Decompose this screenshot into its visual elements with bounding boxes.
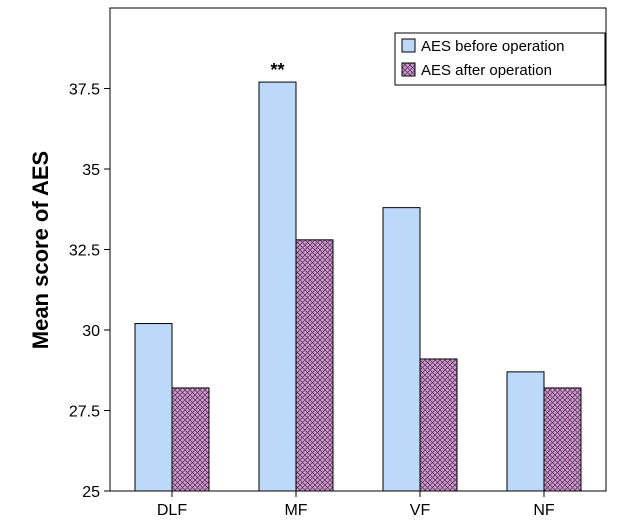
legend-label: AES before operation bbox=[421, 38, 564, 55]
y-tick-label: 27.5 bbox=[69, 404, 100, 421]
bar-mf-before bbox=[258, 81, 297, 492]
bar-nf-before bbox=[506, 371, 545, 492]
x-tick-label: NF bbox=[533, 502, 555, 519]
y-tick-label: 35 bbox=[82, 162, 100, 179]
bar-vf-before bbox=[382, 207, 421, 492]
legend-label: AES after operation bbox=[421, 62, 552, 79]
x-tick-label: VF bbox=[410, 502, 431, 519]
y-tick-label: 25 bbox=[82, 484, 100, 501]
x-axis: DLF MF VF NF bbox=[157, 491, 555, 519]
bars-group bbox=[134, 81, 582, 492]
x-tick-label: MF bbox=[284, 502, 307, 519]
legend: AES before operation AES after operation bbox=[394, 32, 606, 86]
significance-annotation: ** bbox=[270, 60, 284, 80]
x-tick-label: DLF bbox=[157, 502, 187, 519]
legend-swatch bbox=[401, 38, 416, 53]
y-axis: 25 27.5 30 32.5 35 37.5 bbox=[69, 82, 110, 501]
y-tick-label: 32.5 bbox=[69, 243, 100, 260]
y-tick-label: 37.5 bbox=[69, 82, 100, 99]
bar-dlf-after bbox=[171, 387, 210, 492]
bar-dlf-before bbox=[134, 323, 173, 492]
y-tick-label: 30 bbox=[82, 323, 100, 340]
y-axis-label: Mean score of AES bbox=[28, 151, 53, 349]
bar-vf-after bbox=[419, 358, 458, 492]
legend-box bbox=[394, 32, 606, 86]
annotations: ** bbox=[270, 60, 284, 80]
bar-nf-after bbox=[543, 387, 582, 492]
bar-mf-after bbox=[295, 239, 334, 492]
legend-swatch bbox=[401, 62, 416, 77]
